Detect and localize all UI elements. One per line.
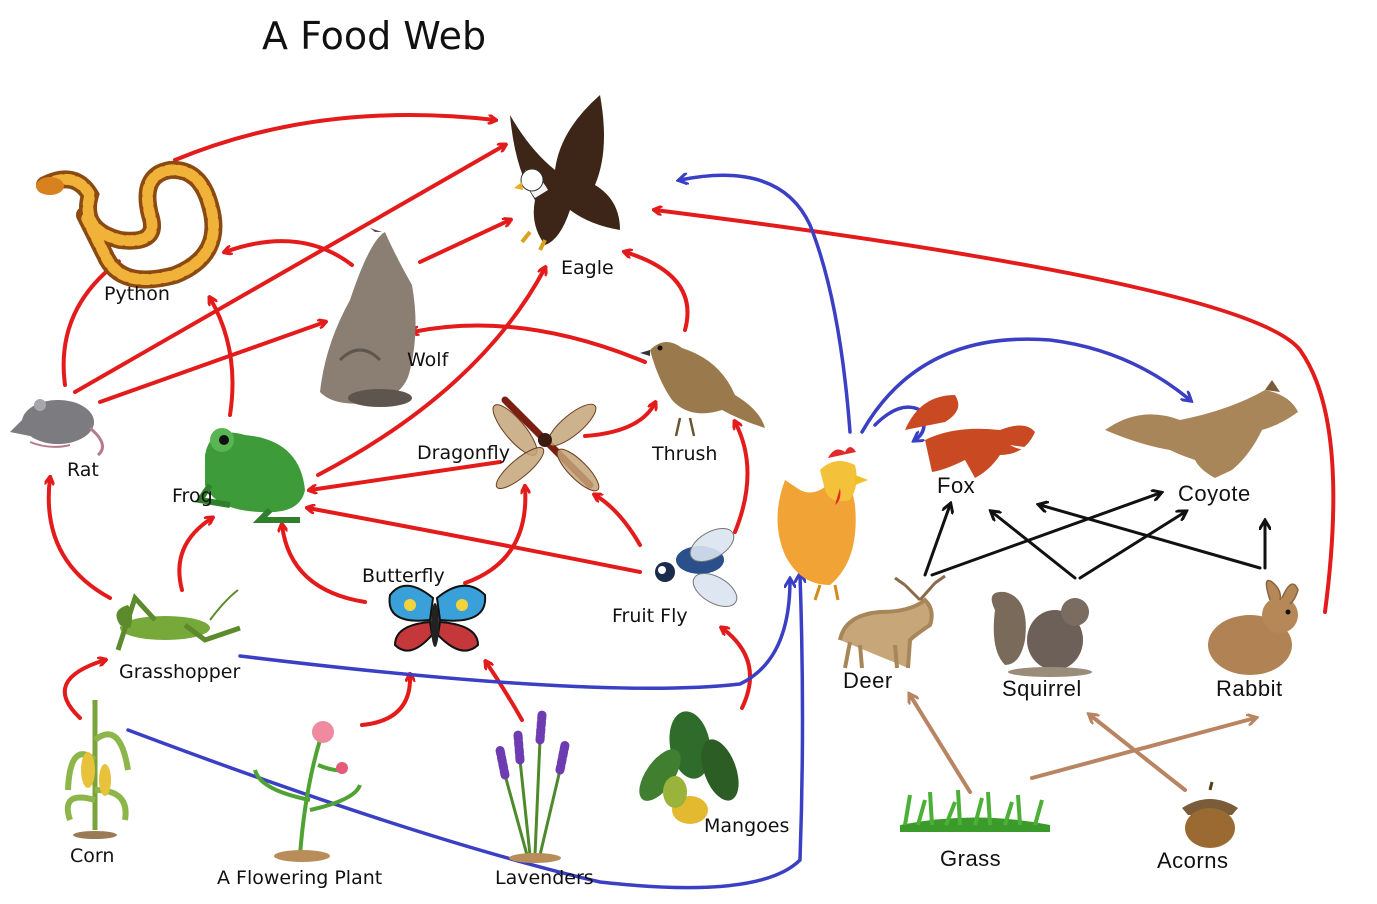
- eagle-icon: [510, 95, 620, 251]
- arrow-fruitfly-frog: [308, 508, 642, 574]
- arrow-squirrel-fox: [992, 512, 1077, 580]
- arrow-butterfly-frog: [282, 525, 367, 604]
- arrow-rabbit-fox: [1040, 505, 1262, 570]
- arrow-frog-eagle: [316, 268, 545, 477]
- label-fox: Fox: [937, 473, 976, 498]
- arrow-corn-grasshopper: [62, 660, 105, 720]
- arrow-rat-eagle: [73, 145, 505, 394]
- rabbit-icon: [1208, 579, 1299, 675]
- label-corn: Corn: [70, 845, 115, 867]
- python-icon: [36, 160, 223, 289]
- arrow-rooster-coyote: [860, 337, 1190, 434]
- arrow-thrush-wolf: [412, 323, 647, 364]
- label-coyote: Coyote: [1178, 481, 1251, 506]
- label-lavenders: Lavenders: [495, 867, 594, 889]
- arrow-grasshopper-rooster: [238, 580, 790, 691]
- deer-icon: [838, 574, 946, 669]
- grass-icon: [900, 789, 1050, 832]
- arrow-fruitfly-dragonfly: [595, 495, 642, 547]
- red-arrows: [49, 113, 1336, 727]
- arrow-mango-fruitfly: [722, 628, 752, 710]
- label-eagle: Eagle: [561, 257, 614, 279]
- brown-arrows: [910, 695, 1255, 794]
- blue-arrows: [126, 175, 1190, 890]
- butterfly-icon: [388, 584, 487, 652]
- arrow-grass-deer: [910, 695, 972, 794]
- arrow-python-eagle: [173, 113, 495, 162]
- black-arrows: [923, 493, 1265, 580]
- arrow-fruitfly-thrush: [735, 422, 750, 534]
- frog-icon: [194, 428, 305, 523]
- fruit-fly-icon: [655, 528, 738, 607]
- acorn-icon: [1182, 781, 1238, 848]
- arrow-flower-butterfly: [360, 675, 410, 727]
- dragonfly-icon: [492, 396, 600, 492]
- diagram-title: A Food Web: [262, 14, 487, 58]
- label-python: Python: [104, 283, 170, 305]
- arrow-squirrel-coyote: [1078, 512, 1185, 580]
- arrow-rooster-eagle: [680, 175, 852, 434]
- label-deer: Deer: [843, 668, 893, 693]
- grasshopper-icon: [115, 589, 241, 651]
- arrow-acorn-squirrel: [1090, 715, 1187, 792]
- fox-icon: [905, 395, 1035, 478]
- arrow-lavender-butterfly: [486, 662, 524, 722]
- label-squirrel: Squirrel: [1002, 676, 1082, 701]
- arrow-rat-wolf: [98, 322, 325, 404]
- arrow-dragonfly-frog: [310, 460, 502, 490]
- arrow-grass-rabbit: [1030, 718, 1255, 780]
- arrow-wolf-eagle: [418, 220, 510, 264]
- arrow-deer-fox: [923, 505, 950, 577]
- arrow-deer-coyote: [930, 493, 1160, 577]
- arrow-wolf-python: [225, 239, 354, 267]
- lavender-icon: [495, 710, 570, 863]
- squirrel-icon: [991, 591, 1092, 677]
- arrow-rat-python: [61, 262, 118, 387]
- arrow-thrush-eagle: [625, 252, 690, 332]
- label-flowering-plant: A Flowering Plant: [217, 867, 383, 889]
- flowering-plant-icon: [253, 721, 362, 862]
- arrow-butterfly-dragonfly: [463, 487, 525, 585]
- wolf-icon: [320, 228, 416, 407]
- arrow-frog-python: [210, 298, 235, 417]
- mango-icon: [639, 711, 739, 824]
- arrow-corn-rooster: [126, 575, 803, 890]
- arrow-dragonfly-thrush: [583, 403, 655, 438]
- coyote-icon: [1105, 380, 1298, 478]
- label-butterfly: Butterfly: [362, 565, 445, 587]
- corn-icon: [64, 700, 131, 839]
- label-mangoes: Mangoes: [704, 815, 790, 837]
- label-rabbit: Rabbit: [1216, 676, 1283, 701]
- label-grasshopper: Grasshopper: [119, 661, 241, 683]
- label-frog: Frog: [172, 485, 213, 507]
- label-fruit-fly: Fruit Fly: [612, 605, 688, 627]
- label-thrush: Thrush: [652, 443, 718, 465]
- arrow-rabbit-eagle: [655, 210, 1336, 614]
- thrush-icon: [640, 341, 765, 437]
- label-dragonfly: Dragonfly: [417, 442, 511, 464]
- rat-icon: [10, 399, 104, 457]
- rooster-icon: [777, 447, 868, 601]
- label-wolf: Wolf: [407, 349, 449, 371]
- arrow-grasshopper-rat: [49, 478, 112, 600]
- arrow-grasshopper-frog: [177, 518, 212, 592]
- label-rat: Rat: [67, 459, 99, 481]
- label-grass: Grass: [940, 846, 1002, 871]
- label-acorns: Acorns: [1157, 848, 1229, 873]
